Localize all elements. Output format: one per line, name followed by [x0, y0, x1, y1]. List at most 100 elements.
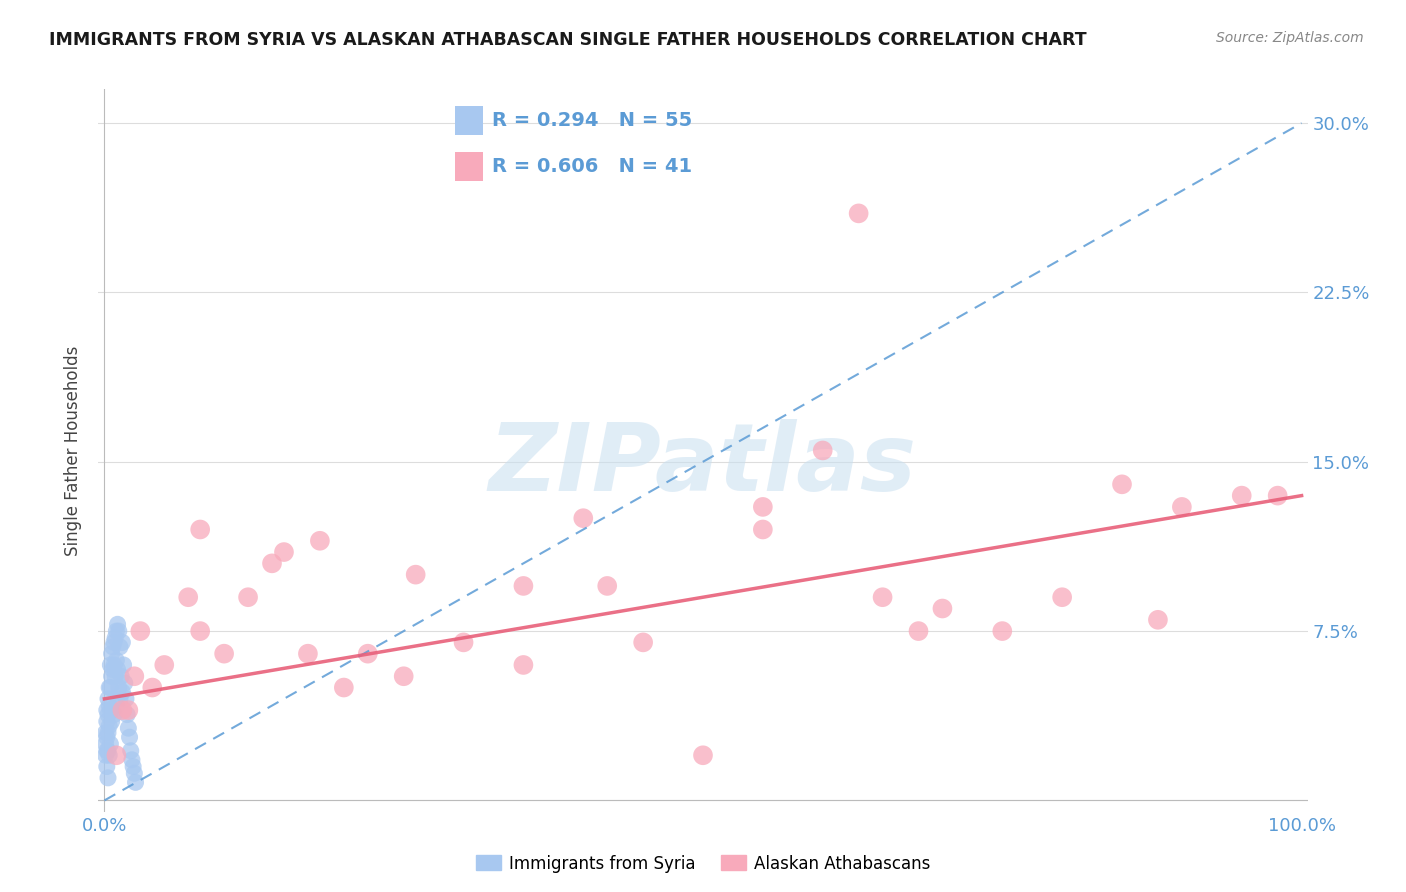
- Point: [105, 698, 128, 713]
- Point: [129, 624, 152, 639]
- Legend: Immigrants from Syria, Alaskan Athabascans: Immigrants from Syria, Alaskan Athabasca…: [470, 848, 936, 880]
- Point: [120, 744, 142, 758]
- Point: [111, 703, 134, 717]
- Point: [273, 545, 295, 559]
- Point: [117, 721, 139, 735]
- Point: [1147, 613, 1170, 627]
- Point: [260, 557, 283, 571]
- Point: [188, 624, 211, 639]
- Point: [105, 748, 128, 763]
- Point: [103, 635, 125, 649]
- Point: [117, 703, 139, 717]
- Point: [848, 206, 870, 220]
- Point: [107, 624, 129, 639]
- Text: IMMIGRANTS FROM SYRIA VS ALASKAN ATHABASCAN SINGLE FATHER HOUSEHOLDS CORRELATION: IMMIGRANTS FROM SYRIA VS ALASKAN ATHABAS…: [49, 31, 1087, 49]
- Point: [124, 775, 146, 789]
- Point: [97, 744, 120, 758]
- Point: [907, 624, 929, 639]
- Point: [1230, 489, 1253, 503]
- Point: [100, 703, 122, 717]
- Point: [357, 647, 380, 661]
- Point: [100, 647, 122, 661]
- Point: [104, 631, 127, 645]
- Point: [103, 657, 125, 672]
- Point: [572, 511, 595, 525]
- Point: [101, 703, 124, 717]
- Text: R = 0.606   N = 41: R = 0.606 N = 41: [492, 157, 693, 176]
- Point: [94, 737, 117, 751]
- Point: [1111, 477, 1133, 491]
- Point: [177, 591, 200, 605]
- Point: [98, 698, 121, 713]
- Point: [392, 669, 415, 683]
- Point: [121, 753, 143, 767]
- Point: [297, 647, 319, 661]
- Point: [596, 579, 619, 593]
- Point: [115, 691, 138, 706]
- Point: [1171, 500, 1194, 514]
- Point: [631, 635, 654, 649]
- Point: [96, 714, 118, 729]
- Point: [96, 730, 118, 744]
- Point: [96, 759, 118, 773]
- Point: [236, 591, 259, 605]
- Point: [1050, 591, 1073, 605]
- Point: [752, 523, 775, 537]
- Y-axis label: Single Father Households: Single Father Households: [65, 345, 83, 556]
- Point: [107, 617, 129, 632]
- Point: [991, 624, 1014, 639]
- Point: [453, 635, 475, 649]
- Point: [309, 533, 332, 548]
- Point: [405, 567, 427, 582]
- Point: [111, 635, 134, 649]
- Point: [97, 691, 120, 706]
- Point: [811, 443, 834, 458]
- Point: [124, 766, 146, 780]
- Point: [124, 669, 146, 683]
- Point: [97, 707, 120, 722]
- Text: R = 0.294   N = 55: R = 0.294 N = 55: [492, 111, 693, 130]
- Point: [104, 669, 127, 683]
- Point: [107, 681, 129, 695]
- FancyBboxPatch shape: [456, 106, 484, 135]
- Point: [110, 669, 132, 683]
- Point: [98, 719, 121, 733]
- Point: [103, 707, 125, 722]
- Point: [100, 657, 122, 672]
- Point: [105, 653, 128, 667]
- Point: [1267, 489, 1289, 503]
- Point: [692, 748, 714, 763]
- Point: [96, 744, 118, 758]
- Point: [115, 707, 138, 722]
- Point: [98, 681, 121, 695]
- Point: [931, 601, 953, 615]
- Point: [108, 691, 131, 706]
- Point: [96, 703, 118, 717]
- Point: [100, 714, 122, 729]
- Point: [108, 640, 131, 654]
- Text: ZIPatlas: ZIPatlas: [489, 419, 917, 511]
- Point: [101, 640, 124, 654]
- Point: [101, 663, 124, 677]
- Text: Source: ZipAtlas.com: Source: ZipAtlas.com: [1216, 31, 1364, 45]
- Point: [114, 676, 136, 690]
- Point: [100, 669, 122, 683]
- Point: [94, 725, 117, 739]
- Point: [112, 657, 135, 672]
- Point: [122, 759, 145, 773]
- Point: [98, 748, 121, 763]
- Point: [141, 681, 163, 695]
- Point: [752, 500, 775, 514]
- Point: [512, 657, 534, 672]
- Point: [872, 591, 894, 605]
- Point: [333, 681, 356, 695]
- Point: [97, 771, 120, 785]
- Point: [107, 663, 129, 677]
- Point: [105, 624, 128, 639]
- Point: [97, 725, 120, 739]
- FancyBboxPatch shape: [456, 153, 484, 181]
- Point: [188, 523, 211, 537]
- Point: [118, 730, 141, 744]
- Point: [153, 657, 176, 672]
- Point: [94, 748, 117, 763]
